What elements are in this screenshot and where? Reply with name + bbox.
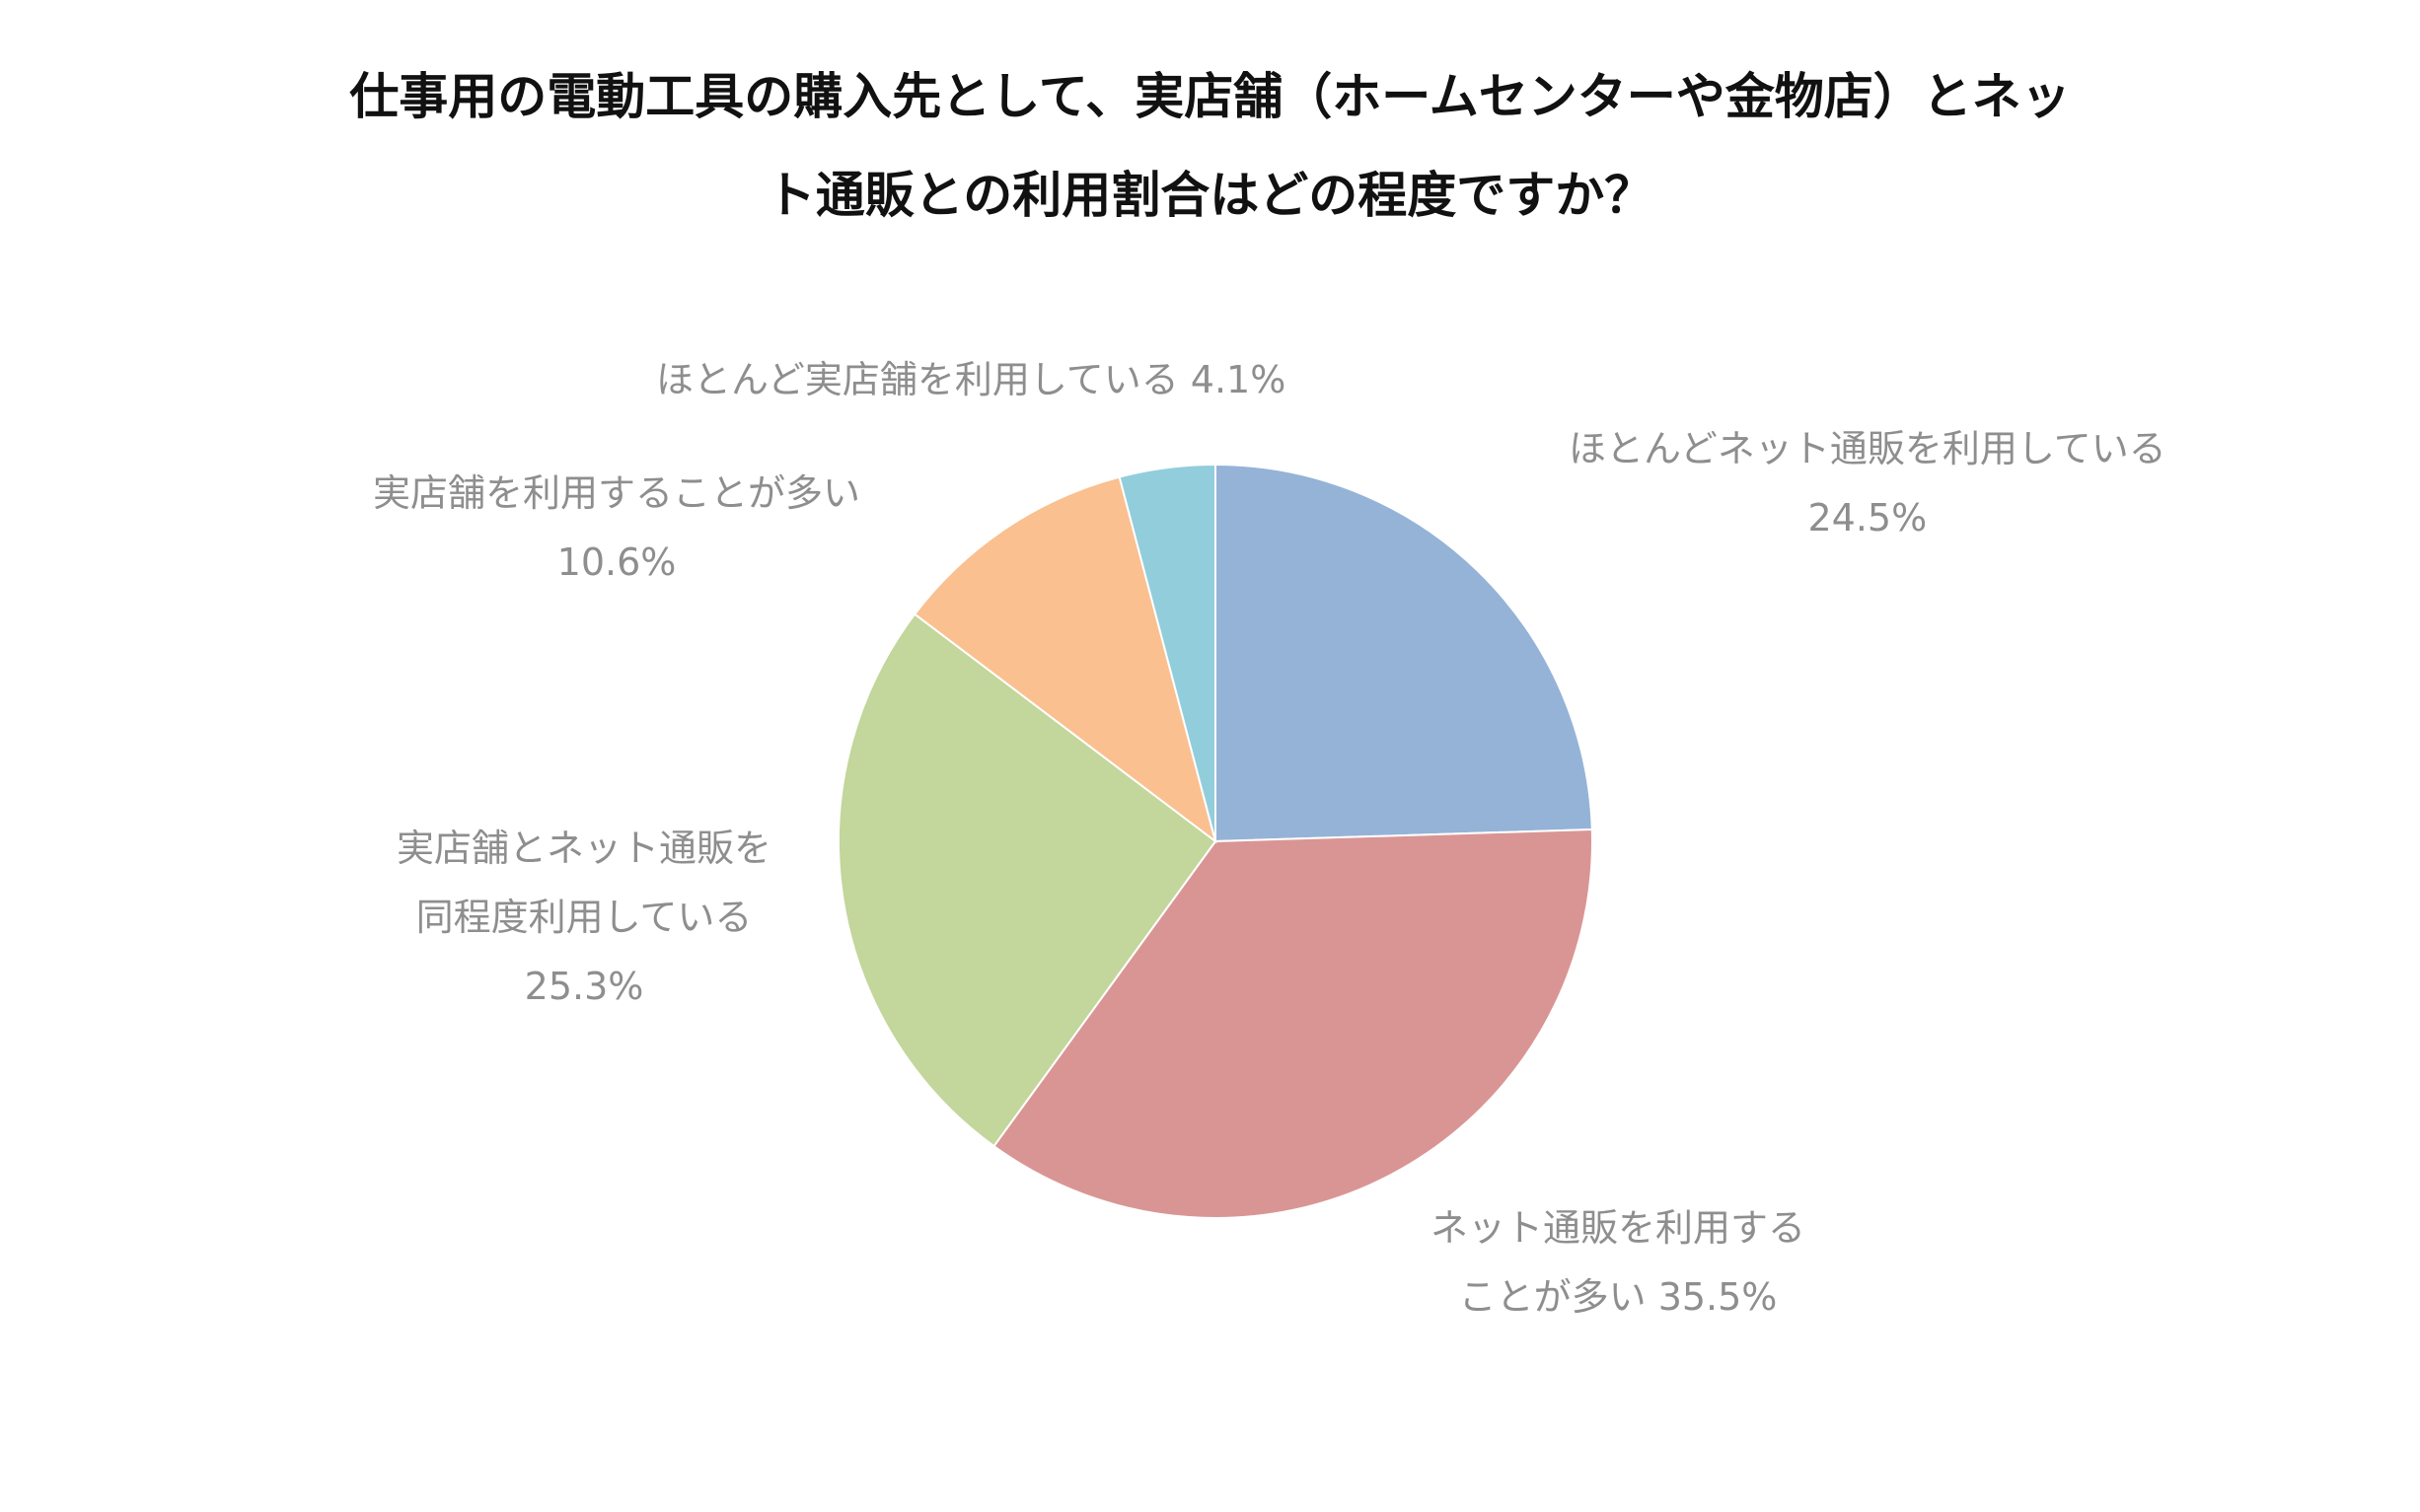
label-often-store: 実店舗を利用することが多い 10.6% [373, 459, 860, 597]
slice-often-online [992, 828, 1593, 1219]
label-mostly-store: ほとんど実店舗を利用している 4.1% [656, 345, 1285, 414]
label-often-online: ネット通販を利用する ことが多い 35.5% [1430, 1193, 1805, 1332]
chart-title: 仕事用の電動工具の購入先として、実店舗（ホームセンターや金物店）とネッ ト通販と… [0, 47, 2420, 245]
label-both-equal-line-1: 実店舗とネット通販を [397, 827, 772, 870]
slice-mostly-online [1214, 463, 1593, 843]
label-often-online-line-2: ことが多い 35.5% [1458, 1275, 1778, 1319]
chart-title-line-1: 仕事用の電動工具の購入先として、実店舗（ホームセンターや金物店）とネッ [349, 68, 2071, 125]
label-often-store-line-1: 実店舗を利用することが多い [373, 471, 861, 515]
label-both-equal-line-3: 25.3% [524, 965, 644, 1008]
slice-both-equal [838, 612, 1217, 1148]
label-mostly-online-line-2: 24.5% [1807, 496, 1928, 540]
chart-title-line-2: ト通販との利用割合はどの程度ですか？ [766, 167, 1654, 224]
slice-often-store [913, 475, 1217, 844]
label-often-store-line-2: 10.6% [556, 540, 677, 584]
label-mostly-store-line-1: ほとんど実店舗を利用している 4.1% [656, 358, 1286, 401]
slice-mostly-store [1118, 463, 1216, 842]
label-mostly-online: ほとんどネット通販を利用している 24.5% [1569, 414, 2166, 552]
label-mostly-online-line-1: ほとんどネット通販を利用している [1569, 427, 2166, 470]
label-both-equal-line-2: 同程度利用している [415, 896, 753, 939]
label-often-online-line-1: ネット通販を利用する [1430, 1206, 1806, 1250]
label-both-equal: 実店舗とネット通販を 同程度利用している 25.3% [397, 814, 771, 1021]
